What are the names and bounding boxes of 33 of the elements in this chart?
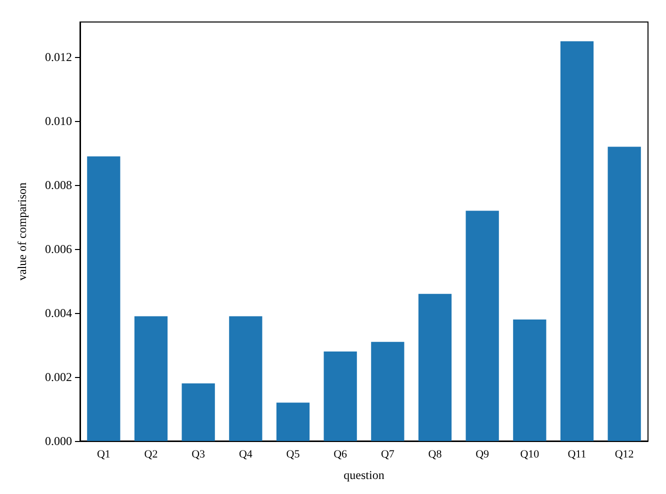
x-tick-label: Q5: [286, 448, 300, 460]
x-tick-label: Q2: [144, 448, 158, 460]
x-tick-label: Q10: [520, 448, 540, 460]
x-tick-label: Q7: [380, 448, 395, 460]
bar: [87, 156, 120, 441]
bar: [229, 316, 262, 441]
bar: [608, 146, 641, 441]
y-tick-label: 0.006: [45, 242, 72, 256]
x-axis-title: question: [344, 468, 384, 482]
y-tick-label: 0.010: [45, 114, 72, 128]
x-tick-label: Q4: [238, 448, 253, 460]
bar: [371, 342, 404, 441]
y-tick-label: 0.008: [45, 178, 72, 192]
x-tick-label: Q6: [334, 448, 348, 460]
bar: [276, 402, 310, 441]
bar: [513, 319, 546, 441]
x-tick-label: Q1: [96, 448, 110, 460]
y-axis-title: value of comparison: [15, 182, 29, 280]
bar: [466, 210, 499, 441]
x-tick-label: Q11: [568, 448, 586, 460]
bar: [134, 316, 168, 441]
y-tick-label: 0.000: [45, 434, 72, 448]
x-tick-label: Q8: [428, 448, 442, 460]
bar: [324, 351, 357, 441]
y-tick-label: 0.004: [45, 306, 72, 320]
x-tick-label: Q3: [192, 448, 206, 460]
bar: [418, 294, 452, 441]
x-tick-label: Q12: [614, 448, 634, 460]
y-tick-label: 0.002: [45, 370, 72, 384]
x-tick-label: Q9: [476, 448, 490, 460]
bar: [182, 383, 215, 441]
bar: [560, 41, 594, 441]
y-tick-label: 0.012: [45, 50, 72, 64]
